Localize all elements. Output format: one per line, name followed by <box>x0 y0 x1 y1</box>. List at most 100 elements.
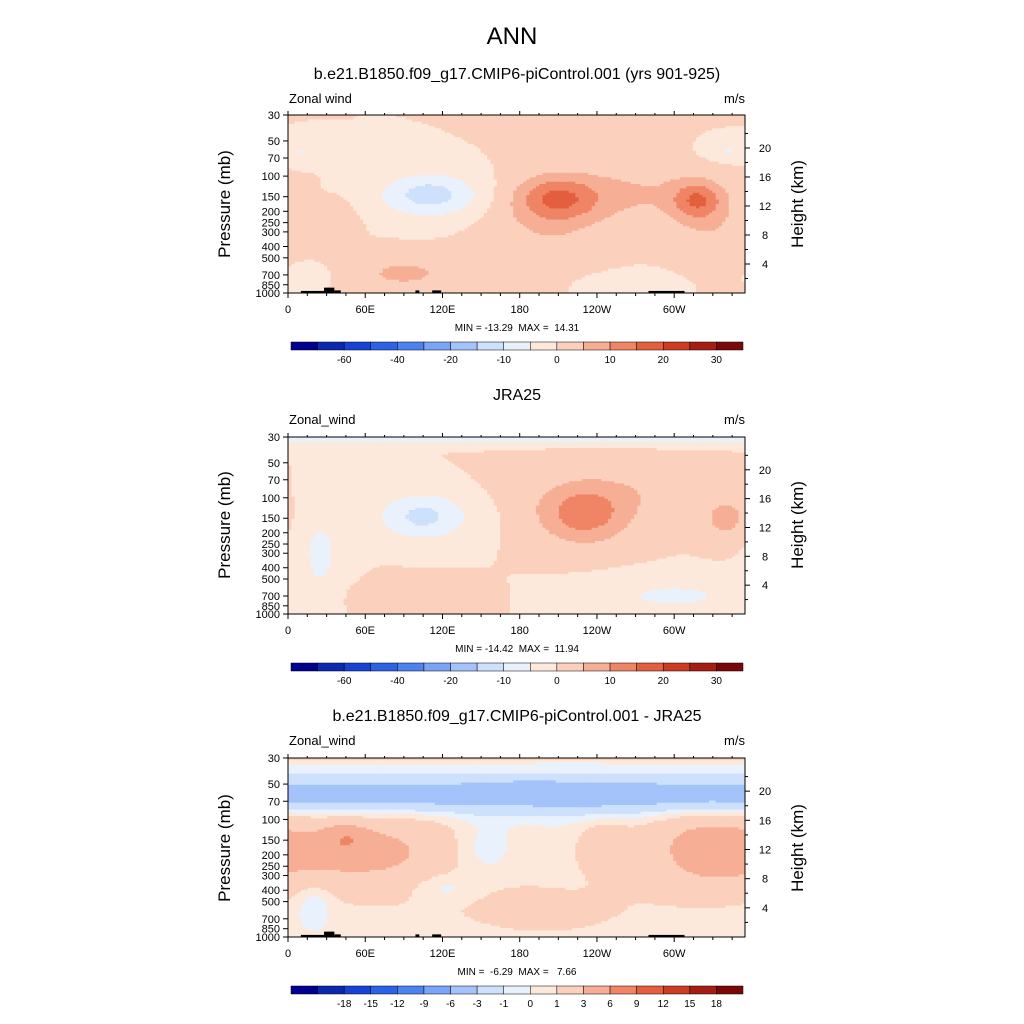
field-cell <box>679 143 684 147</box>
field-cell <box>359 139 364 143</box>
field-cell <box>558 152 563 156</box>
field-cell <box>438 159 443 163</box>
field-cell <box>353 119 358 123</box>
field-cell <box>395 168 400 172</box>
field-cell <box>529 141 534 145</box>
field-cell <box>523 155 527 158</box>
field-cell <box>653 132 658 136</box>
field-cell <box>356 121 361 125</box>
field-cell <box>405 163 410 167</box>
field-cell <box>643 123 648 127</box>
field-cell <box>493 135 498 138</box>
field-cell <box>301 155 305 158</box>
field-cell <box>692 115 697 118</box>
field-cell <box>301 135 305 138</box>
field-cell <box>405 146 410 149</box>
field-cell <box>604 155 609 158</box>
field-cell <box>487 135 491 138</box>
field-cell <box>506 137 511 141</box>
field-cell <box>673 163 678 167</box>
field-cell <box>741 128 745 132</box>
field-cell <box>513 121 518 125</box>
field-cell <box>496 130 501 134</box>
field-cell <box>578 123 583 127</box>
field-cell <box>588 117 593 121</box>
field-cell <box>682 135 687 138</box>
field-cell <box>575 126 580 129</box>
field-cell <box>402 161 407 165</box>
field-cell <box>663 155 668 158</box>
field-cell <box>392 132 397 136</box>
field-cell <box>454 126 459 129</box>
field-cell <box>444 155 449 158</box>
field-cell <box>444 161 449 165</box>
field-cell <box>421 137 426 141</box>
field-cell <box>447 135 452 138</box>
field-cell <box>581 163 586 167</box>
field-cell <box>359 126 364 129</box>
field-cell <box>741 159 745 163</box>
field-cell <box>457 166 462 170</box>
field-cell <box>333 159 338 163</box>
field-cell <box>604 163 609 167</box>
field-cell <box>728 130 733 134</box>
field-cell <box>483 168 488 172</box>
field-cell <box>359 155 364 158</box>
field-cell <box>320 115 325 118</box>
field-cell <box>425 161 429 165</box>
field-cell <box>327 168 332 172</box>
field-cell <box>591 143 596 147</box>
field-cell <box>611 135 616 138</box>
field-cell <box>333 126 338 129</box>
field-cell <box>389 128 394 132</box>
field-cell <box>536 143 540 147</box>
field-cell <box>630 159 635 163</box>
field-cell <box>526 155 531 158</box>
field-cell <box>712 119 717 123</box>
field-cell <box>350 146 354 149</box>
field-cell <box>415 150 420 154</box>
field-cell <box>333 155 338 158</box>
field-cell <box>503 126 508 129</box>
field-cell <box>441 166 446 170</box>
field-cell <box>682 137 687 141</box>
field-cell <box>532 146 537 149</box>
field-cell <box>336 115 341 118</box>
field-cell <box>728 117 733 121</box>
field-cell <box>630 123 635 127</box>
field-cell <box>581 148 586 152</box>
field-cell <box>666 115 671 118</box>
field-cell <box>288 155 292 158</box>
field-cell <box>588 119 593 123</box>
field-cell <box>682 148 687 152</box>
field-cell <box>350 150 354 154</box>
field-cell <box>728 132 733 136</box>
field-cell <box>392 159 397 163</box>
field-cell <box>558 148 563 152</box>
field-cell <box>627 157 632 161</box>
field-cell <box>728 126 733 129</box>
field-cell <box>634 161 638 165</box>
field-cell <box>320 139 325 143</box>
field-cell <box>307 152 312 156</box>
field-cell <box>470 130 475 134</box>
field-cell <box>314 150 318 154</box>
field-cell <box>382 148 387 152</box>
field-cell <box>611 121 616 125</box>
field-cell <box>542 132 547 136</box>
field-cell <box>601 155 606 158</box>
field-cell <box>441 123 446 127</box>
field-cell <box>369 123 374 127</box>
field-cell <box>565 130 570 134</box>
field-cell <box>640 117 645 121</box>
field-cell <box>604 166 609 170</box>
field-cell <box>412 161 416 165</box>
field-cell <box>650 141 655 145</box>
field-cell <box>696 128 700 132</box>
field-cell <box>477 128 482 132</box>
field-cell <box>529 123 534 127</box>
field-cell <box>705 123 710 127</box>
field-cell <box>304 130 309 134</box>
field-cell <box>571 157 576 161</box>
field-cell <box>506 117 511 121</box>
